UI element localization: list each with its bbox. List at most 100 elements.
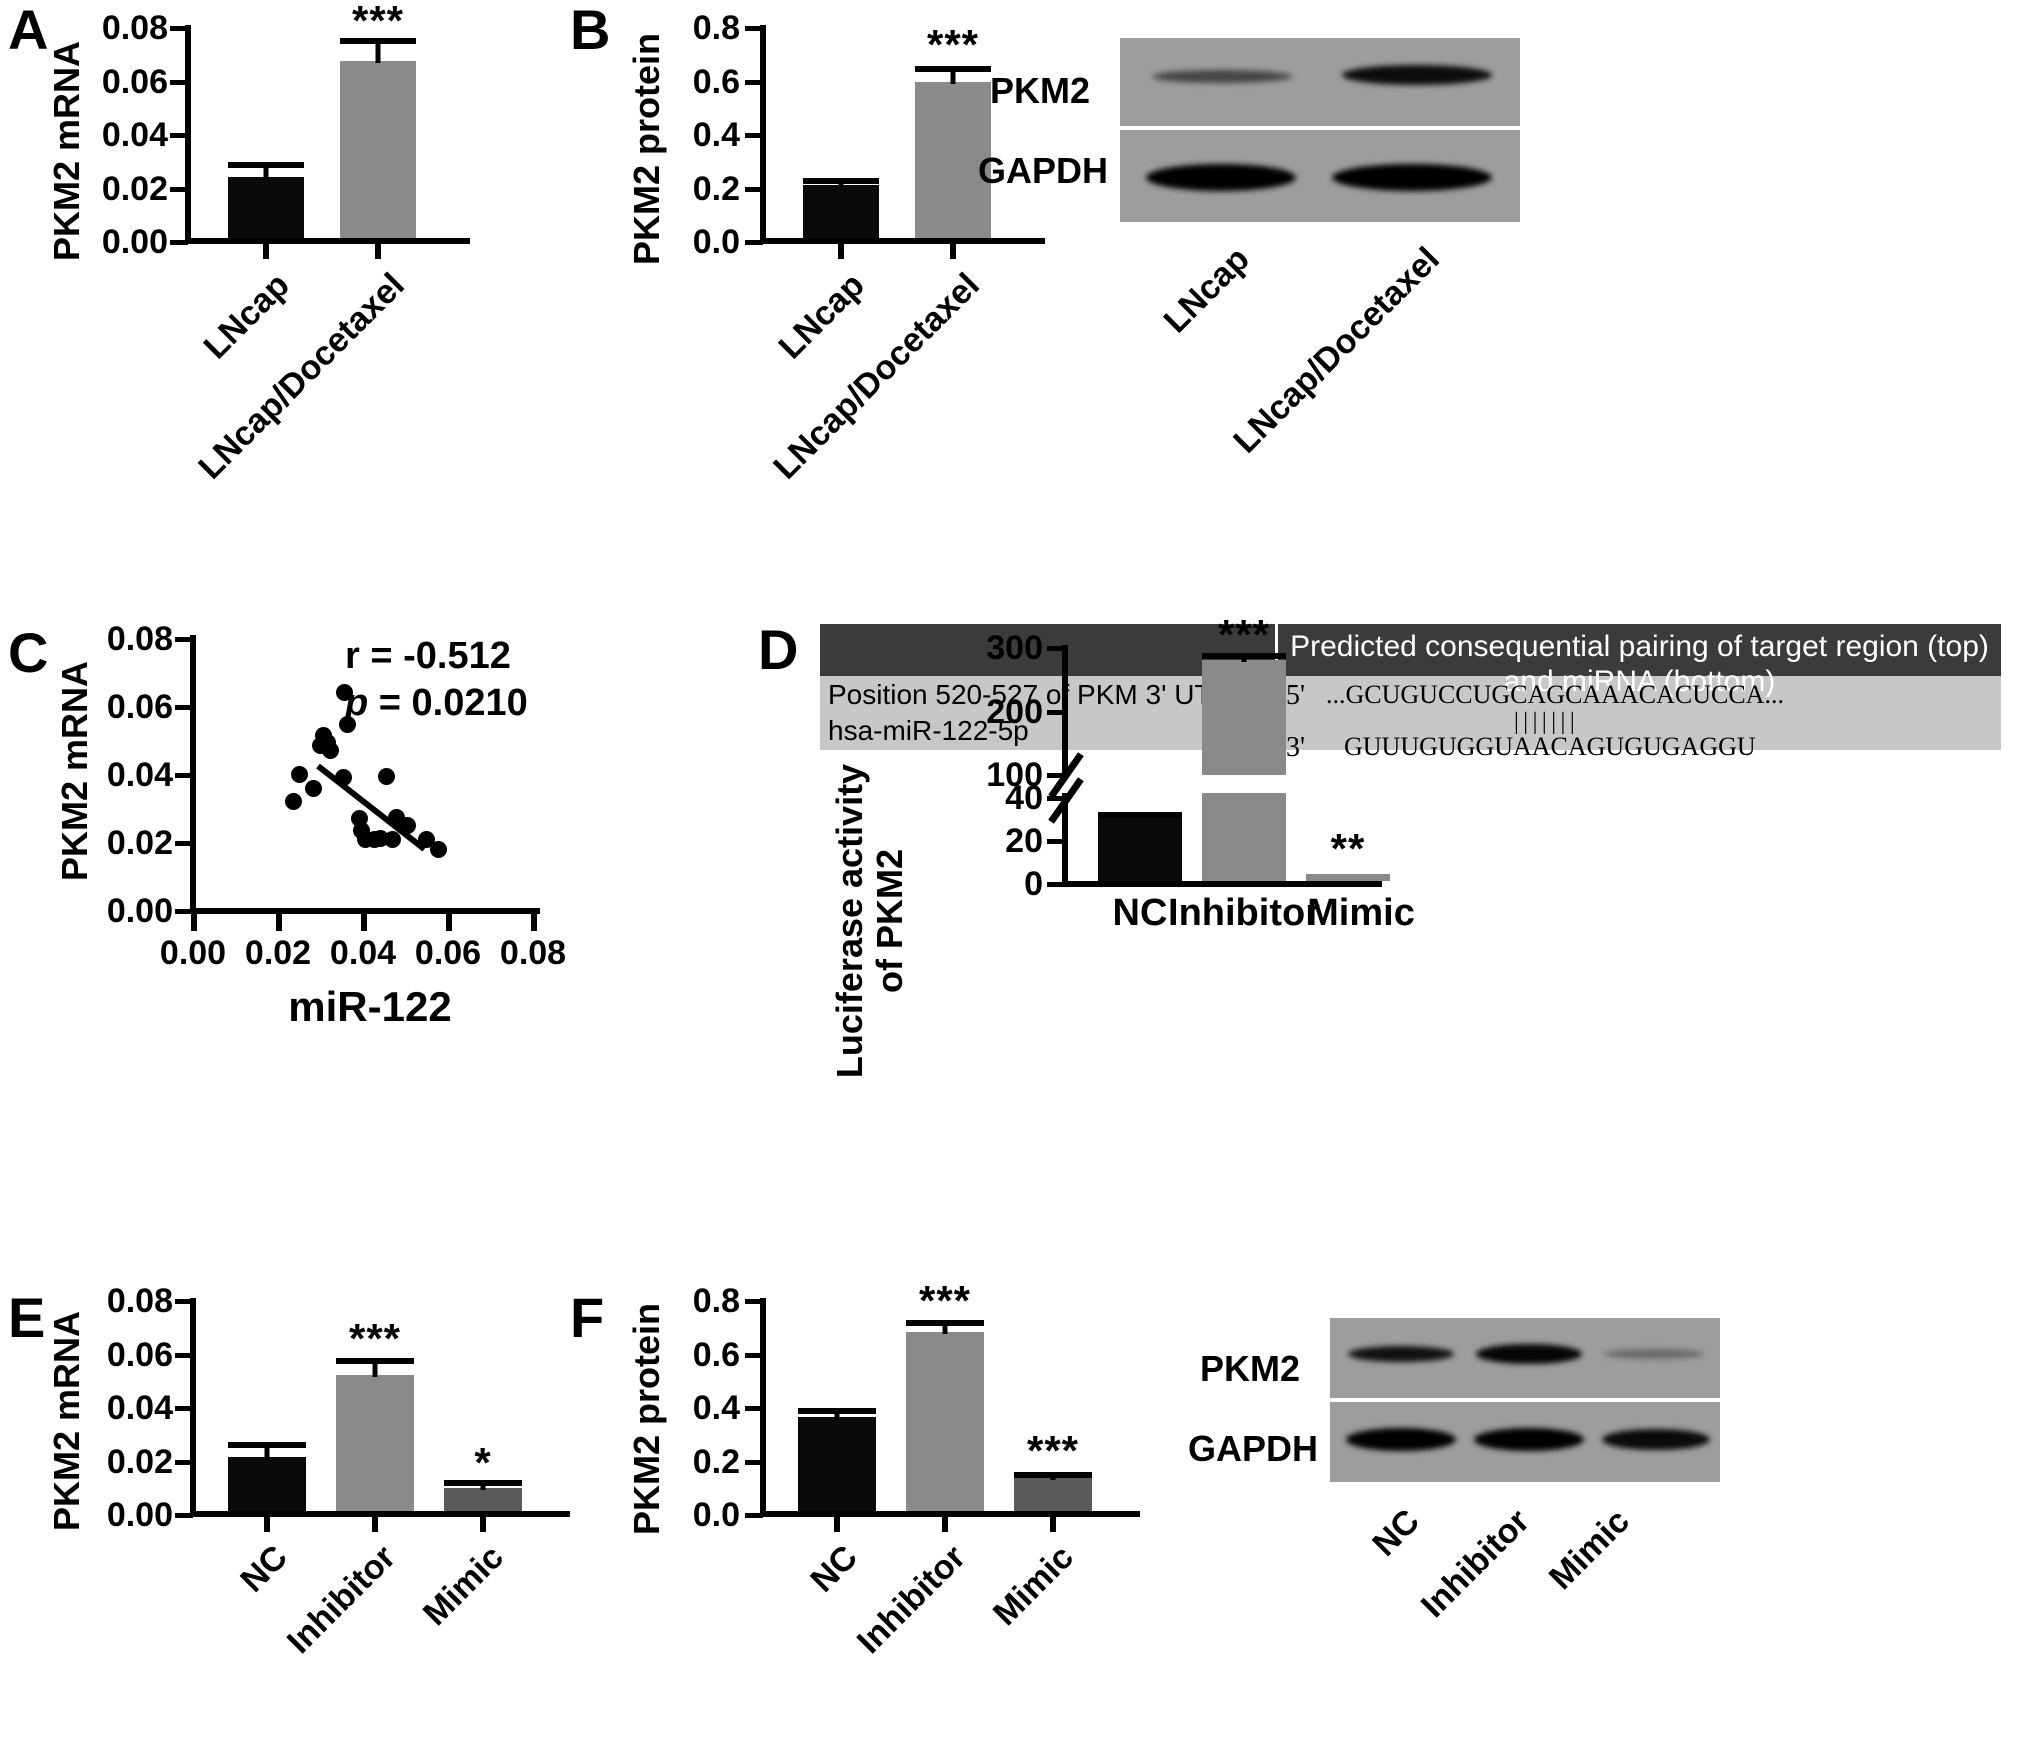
panel-b-ytick-label-4: 0.8 xyxy=(692,9,740,47)
panel-c-x-axis xyxy=(190,908,540,914)
panel-f-xtick-2 xyxy=(1050,1516,1056,1532)
panel-d-xtick-label-nc: NC xyxy=(1112,892,1168,934)
panel-d-ytick-40 xyxy=(1047,796,1065,801)
panel-e-label: E xyxy=(8,1286,46,1349)
panel-b-xtick-0 xyxy=(838,243,844,259)
panel-f-blot-gapdh xyxy=(1330,1402,1720,1482)
panel-e-bar-mimic xyxy=(444,1488,522,1511)
panel-a-bar-lncap-docetaxel xyxy=(340,61,416,238)
panel-b-tick-0 xyxy=(745,240,763,245)
panel-e-bar-inhibitor xyxy=(336,1375,414,1511)
panel-b-ytick-label-2: 0.4 xyxy=(692,116,740,154)
panel-f-ytick-label-2: 0.4 xyxy=(692,1389,740,1427)
panel-f-errorbar-nc xyxy=(798,1408,876,1419)
panel-d-ytick-200 xyxy=(1047,710,1065,715)
scatter-point xyxy=(291,766,308,783)
panel-e-x-axis xyxy=(190,1511,570,1517)
panel-b-label: B xyxy=(570,0,611,61)
panel-a-xtick-label-lncap: LNcap xyxy=(196,266,297,367)
panel-a-errorbar-lncap-docetaxel xyxy=(340,38,416,63)
panel-b-xtick-label-lncap: LNcap xyxy=(771,266,872,367)
panel-d-bar-inhibitor-lower xyxy=(1202,793,1286,881)
panel-c: C PKM2 mRNA 0.00 0.02 0.04 0.06 0.08 0.0… xyxy=(0,600,570,1030)
panel-f-significance-stars-inhibitor: *** xyxy=(918,1277,972,1324)
panel-f-ytick-label-3: 0.6 xyxy=(692,1336,740,1374)
panel-b-ytick-label-0: 0.0 xyxy=(692,223,740,261)
panel-f-xtick-0 xyxy=(834,1516,840,1532)
panel-b-blot-lane-label-lncap: LNcap xyxy=(1156,240,1257,341)
scatter-point xyxy=(336,684,353,701)
panel-e: E PKM2 mRNA 0.00 0.02 0.04 0.06 0.08 ***… xyxy=(0,1270,570,1740)
scatter-point xyxy=(430,841,447,858)
panel-d-ytick-20 xyxy=(1047,839,1065,844)
panel-d-table-header-right: Predicted consequential pairing of targe… xyxy=(1275,624,2001,698)
panel-b-bar-lncap xyxy=(803,185,879,238)
panel-f-ytick-1 xyxy=(745,1460,763,1465)
band-pkm2-inhibitor xyxy=(1476,1344,1582,1364)
panel-b-tick-3 xyxy=(745,80,763,85)
scatter-point xyxy=(384,831,401,848)
panel-c-xtick-label-2: 0.04 xyxy=(329,934,397,972)
panel-d-table-sequences: 5' ...GCUGUCCUGCAGCAAACACUCCA... |||||||… xyxy=(1275,676,2001,763)
panel-e-ytick-label-1: 0.02 xyxy=(106,1443,173,1481)
panel-d-significance-stars-mimic: ** xyxy=(1330,825,1366,872)
panel-f-ytick-label-4: 0.8 xyxy=(692,1282,740,1320)
panel-d-bar-mimic xyxy=(1306,874,1390,881)
panel-e-bar-nc xyxy=(228,1457,306,1511)
panel-d-xtick-label-inhibitor: Inhibitor xyxy=(1168,892,1320,934)
panel-a-ytick-label-4: 0.08 xyxy=(101,9,168,47)
panel-d-bar-inhibitor-upper xyxy=(1202,660,1286,775)
panel-c-ytick-1 xyxy=(175,841,193,846)
panel-d-table-body: Position 520-527 of PKM 3' UTR hsa-miR-1… xyxy=(820,676,2001,763)
panel-f-ytick-label-0: 0.0 xyxy=(692,1496,740,1534)
panel-d: D Predicted consequential pairing of tar… xyxy=(740,600,2031,1078)
panel-e-ytick-4 xyxy=(175,1299,193,1304)
panel-d-ylabel-line1: Luciferase activity xyxy=(829,763,870,1079)
panel-c-stat-p: p = 0.0210 xyxy=(345,682,528,725)
panel-c-ytick-2 xyxy=(175,773,193,778)
panel-a-xtick-0 xyxy=(263,243,269,259)
panel-d-table-header: Predicted consequential pairing of targe… xyxy=(820,624,2001,698)
panel-b-tick-1 xyxy=(745,187,763,192)
panel-b-blot-gapdh xyxy=(1120,130,1520,222)
panel-b-tick-4 xyxy=(745,26,763,31)
panel-c-ytick-0 xyxy=(175,909,193,914)
panel-e-ytick-label-2: 0.04 xyxy=(106,1389,173,1427)
panel-e-xtick-0 xyxy=(264,1516,270,1532)
panel-c-xtick-label-3: 0.06 xyxy=(414,934,482,972)
panel-b-ytick-label-1: 0.2 xyxy=(692,170,740,208)
panel-d-ytick-label-0: 0 xyxy=(1024,865,1043,903)
panel-a-bar-lncap xyxy=(228,177,304,238)
panel-f-x-axis xyxy=(760,1511,1140,1517)
panel-d-ytick-0 xyxy=(1047,882,1065,887)
panel-a-tick-2 xyxy=(170,133,188,138)
panel-a-x-axis xyxy=(185,238,470,244)
panel-c-ytick-label-4: 0.08 xyxy=(106,620,173,658)
panel-f-xtick-1 xyxy=(942,1516,948,1532)
panel-f-ytick-4 xyxy=(745,1299,763,1304)
panel-d-sequence-mirna: GUUUGUGGUAACAGUGUGAGGU xyxy=(1344,732,1756,762)
panel-d-ytick-label-100: 100 xyxy=(986,756,1043,794)
panel-d-row-label-mirna: hsa-miR-122-5p xyxy=(828,715,1029,746)
panel-d-ytick-label-300: 300 xyxy=(986,629,1043,667)
panel-d-prime-5: 5' xyxy=(1286,680,1306,711)
panel-b-ytick-label-3: 0.6 xyxy=(692,63,740,101)
panel-e-significance-stars-inhibitor: *** xyxy=(348,1315,402,1362)
panel-a-xtick-label-lncap-docetaxel: LNcap/Docetaxel xyxy=(191,266,412,487)
panel-f-bar-mimic xyxy=(1014,1478,1092,1511)
panel-c-xtick-label-0: 0.00 xyxy=(159,934,227,972)
panel-c-y-axis xyxy=(190,635,196,913)
panel-e-ytick-label-3: 0.06 xyxy=(106,1336,173,1374)
panel-d-ytick-300 xyxy=(1047,646,1065,651)
panel-d-significance-stars-inhibitor: *** xyxy=(1217,611,1271,658)
scatter-point xyxy=(378,768,395,785)
panel-a-significance-stars: *** xyxy=(351,0,405,44)
panel-f-y-axis xyxy=(760,1298,766,1516)
band-gapdh-mimic xyxy=(1602,1429,1710,1450)
panel-c-ytick-label-2: 0.04 xyxy=(106,756,173,794)
panel-b-blot-row-label-pkm2: PKM2 xyxy=(990,70,1091,111)
panel-a-y-axis xyxy=(185,25,191,243)
panel-d-ytick-100 xyxy=(1047,773,1065,778)
panel-e-ytick-label-0: 0.00 xyxy=(106,1496,173,1534)
panel-e-xtick-2 xyxy=(480,1516,486,1532)
